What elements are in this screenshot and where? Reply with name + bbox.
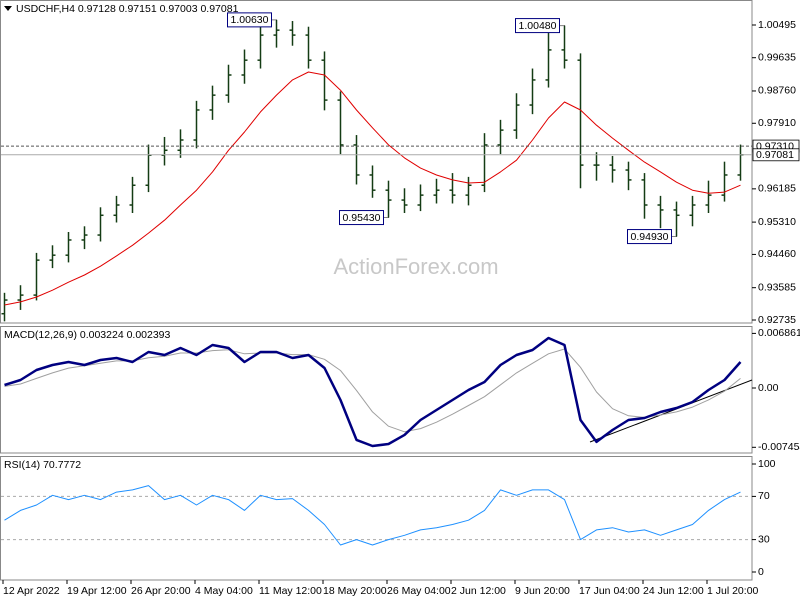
y-tick-label: 0 — [758, 566, 764, 578]
y-tick-label: -0.007454 — [758, 441, 800, 453]
price-label: 0.97081 — [756, 149, 794, 161]
y-tick-label: 0.99635 — [758, 51, 796, 63]
x-tick-label: 18 May 20:00 — [323, 585, 387, 597]
line-series — [4, 336, 742, 448]
x-tick-label: 9 Jun 20:00 — [515, 585, 570, 597]
annotation-box — [515, 18, 560, 34]
price-label-box — [752, 148, 800, 162]
x-tick-label: 17 Jun 04:00 — [579, 585, 640, 597]
y-tick-label: 0.006861 — [758, 327, 800, 339]
x-tick-label: 1 Jul 20:00 — [707, 585, 759, 597]
annotation-box — [627, 229, 672, 245]
annotation-label: 0.94930 — [631, 231, 669, 243]
x-tick-label: 24 Jun 12:00 — [643, 585, 704, 597]
panel-title: USDCHF,H4 0.97128 0.97151 0.97003 0.9708… — [16, 3, 239, 15]
x-tick-label: 4 May 04:00 — [195, 585, 253, 597]
panel-title: MACD(12,26,9) 0.003224 0.002393 — [4, 329, 171, 341]
y-tick-label: 1.00495 — [758, 19, 796, 31]
trend-line — [589, 379, 753, 443]
x-tick-label: 26 May 04:00 — [387, 585, 451, 597]
y-tick-label: 0.95310 — [758, 216, 796, 228]
y-tick-label: 0.92735 — [758, 314, 796, 326]
watermark: ActionForex.com — [333, 254, 498, 279]
x-tick-label: 11 May 12:00 — [259, 585, 322, 597]
y-tick-label: 0.00 — [758, 382, 779, 394]
x-tick-label: 2 Jun 12:00 — [451, 585, 506, 597]
x-tick-label: 12 Apr 2022 — [3, 585, 60, 597]
annotation-box — [339, 210, 384, 226]
y-tick-label: 100 — [758, 458, 776, 470]
y-tick-label: 0.98760 — [758, 85, 796, 97]
y-tick-label: 0.97910 — [758, 117, 796, 129]
annotation-label: 1.00480 — [519, 20, 557, 32]
line-series — [4, 71, 741, 306]
price-panel — [0, 0, 753, 324]
y-tick-label: 0.93585 — [758, 281, 796, 293]
y-tick-label: 0.96185 — [758, 183, 796, 195]
line-series — [4, 485, 741, 546]
x-tick-label: 26 Apr 20:00 — [131, 585, 191, 597]
annotation-label: 1.00630 — [231, 14, 269, 26]
collapse-icon[interactable] — [4, 6, 12, 11]
panel-title: RSI(14) 70.7772 — [4, 459, 81, 471]
y-tick-label: 70 — [758, 490, 770, 502]
x-tick-label: 19 Apr 12:00 — [67, 585, 127, 597]
rsi-panel — [0, 456, 753, 581]
annotation-label: 0.95430 — [343, 212, 381, 224]
macd-panel — [0, 326, 753, 454]
y-tick-label: 0.94460 — [758, 248, 796, 260]
y-tick-label: 30 — [758, 533, 770, 545]
annotation-box — [227, 12, 272, 28]
